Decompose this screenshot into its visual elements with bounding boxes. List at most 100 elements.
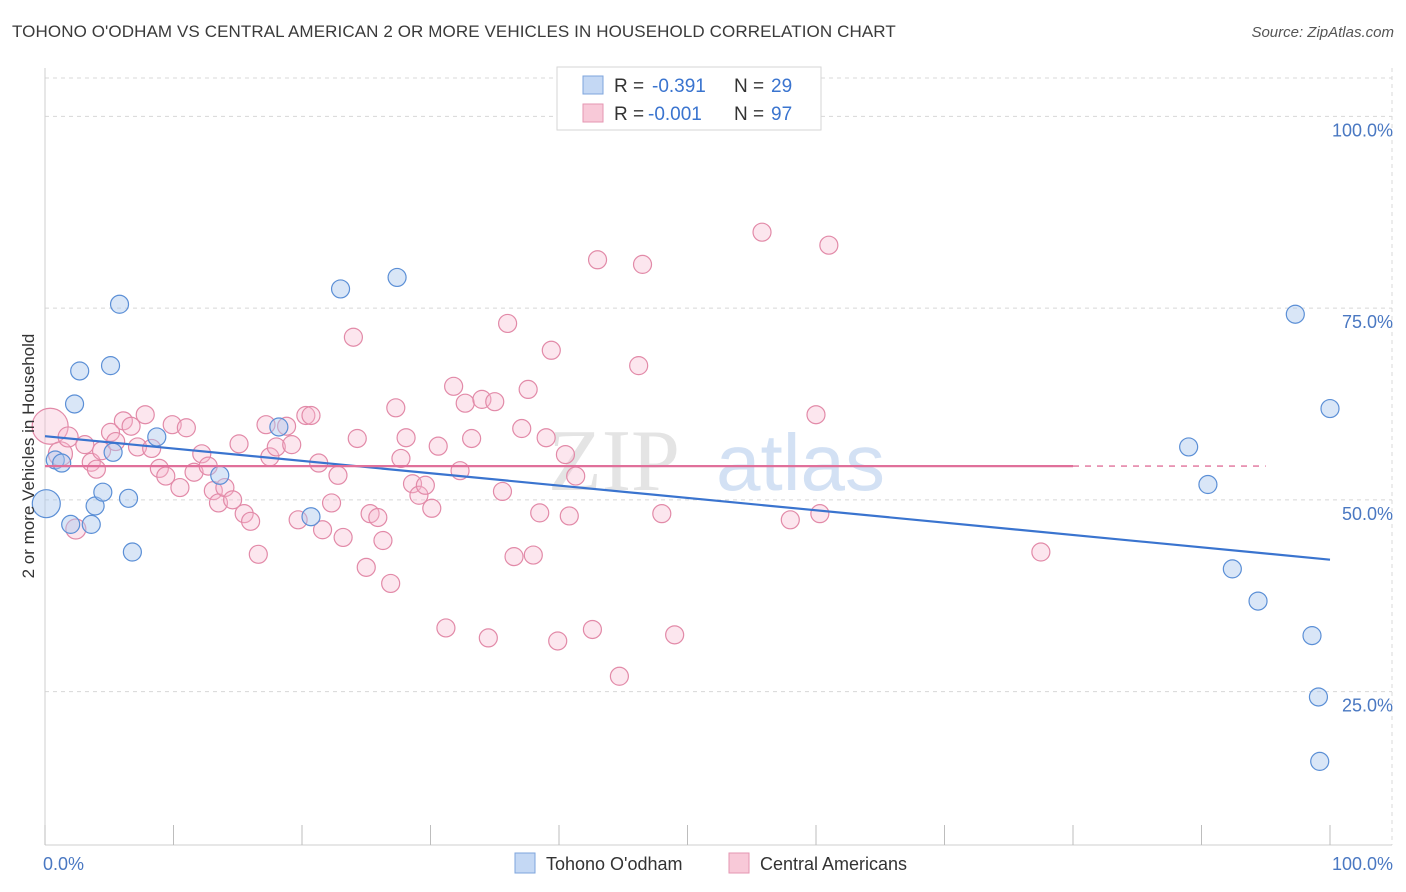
tohono-point-10: [103, 442, 123, 462]
central-american-point-60: [444, 376, 464, 396]
central-americans-points: [31, 222, 1051, 686]
central-american-point-11: [121, 416, 141, 436]
y-tick-label-0: 100.0%: [1332, 120, 1393, 140]
central-american-point-8: [100, 422, 121, 442]
central-american-point-20: [184, 462, 204, 482]
y-axis-title: 2 or more Vehicles in Household: [19, 334, 38, 579]
legend-r-value-2: -0.001: [648, 104, 702, 125]
source-label: Source: ZipAtlas.com: [1251, 24, 1394, 41]
central-american-point-21: [192, 444, 212, 464]
central-american-point-74: [536, 428, 556, 448]
central-american-point-46: [356, 557, 376, 577]
central-american-point-29: [241, 511, 261, 531]
tohono-point-5: [70, 361, 90, 381]
tohono-point-9: [100, 356, 121, 376]
central-american-point-35: [282, 435, 302, 455]
tohono-point-12: [118, 488, 139, 508]
tohono-point-26: [1308, 687, 1329, 707]
central-american-point-72: [523, 545, 543, 565]
central-american-point-18: [170, 477, 190, 498]
tohono-point-27: [1310, 751, 1330, 771]
tohono-point-24: [1285, 304, 1305, 324]
correlation-legend: R = -0.391 N = 29 R = -0.001 N = 97: [556, 66, 822, 131]
tohono-point-8: [93, 482, 113, 502]
legend-n-label-1: N =: [734, 76, 764, 97]
central-american-point-68: [498, 313, 518, 334]
central-american-point-59: [436, 618, 456, 638]
y-tick-labels: 100.0% 75.0% 50.0% 25.0%: [1332, 120, 1393, 715]
central-american-point-52: [391, 448, 411, 469]
central-american-point-78: [559, 506, 579, 526]
central-american-point-49: [373, 530, 393, 551]
central-american-point-26: [223, 490, 243, 510]
legend-n-value-2: 97: [771, 104, 792, 125]
tohono-point-20: [1179, 437, 1199, 457]
central-american-point-66: [485, 392, 505, 412]
central-american-point-73: [530, 503, 550, 523]
central-american-point-86: [665, 625, 685, 645]
central-american-point-71: [518, 379, 538, 400]
legend-swatch-pink: [582, 103, 604, 123]
central-american-point-34: [276, 416, 297, 436]
central-american-point-28: [234, 504, 254, 524]
central-american-point-91: [819, 235, 839, 255]
x-tick-label-left: 0.0%: [43, 854, 84, 874]
y-tick-label-1: 75.0%: [1342, 312, 1393, 332]
central-american-point-87: [752, 222, 772, 242]
watermark: ZIP atlas: [548, 413, 885, 510]
central-american-point-27: [229, 434, 249, 454]
central-american-point-56: [415, 475, 435, 495]
y-tick-label-3: 25.0%: [1342, 696, 1393, 716]
central-american-point-0: [31, 407, 69, 445]
watermark-zip: ZIP: [548, 413, 680, 510]
central-american-point-19: [176, 418, 196, 438]
central-american-point-14: [142, 438, 162, 459]
central-american-point-89: [806, 405, 826, 425]
tohono-point-14: [147, 427, 167, 447]
bottom-legend-swatch-pink: [728, 852, 750, 874]
bottom-legend-label-blue: Tohono O'odham: [546, 854, 683, 874]
central-american-point-44: [343, 327, 363, 347]
chart-title: TOHONO O'ODHAM VS CENTRAL AMERICAN 2 OR …: [12, 22, 896, 41]
legend-n-label-2: N =: [734, 104, 764, 125]
watermark-atlas: atlas: [716, 418, 885, 507]
central-american-point-90: [810, 504, 830, 524]
tohono-point-23: [1248, 591, 1268, 611]
y-tick-label-2: 50.0%: [1342, 504, 1393, 524]
tohono-point-4: [64, 394, 85, 414]
central-american-point-62: [455, 393, 475, 413]
central-american-point-43: [333, 527, 353, 548]
central-american-point-63: [462, 428, 482, 449]
central-american-point-30: [248, 544, 268, 564]
central-american-point-37: [296, 405, 316, 426]
central-american-point-83: [632, 254, 653, 274]
tohono-point-13: [122, 542, 142, 562]
tohono-point-21: [1198, 474, 1218, 495]
central-american-point-25: [215, 477, 235, 498]
central-american-point-51: [386, 398, 406, 418]
tohono-point-15: [210, 465, 230, 485]
central-american-point-57: [422, 498, 442, 518]
tohono-oodham-points: [31, 267, 1340, 771]
central-american-point-80: [582, 619, 603, 640]
central-american-point-53: [396, 428, 416, 448]
tohono-point-18: [330, 279, 351, 299]
central-american-point-33: [266, 437, 286, 457]
x-tick-label-right: 100.0%: [1332, 854, 1393, 874]
central-american-point-70: [512, 418, 532, 439]
central-american-point-48: [368, 507, 388, 528]
central-american-point-75: [541, 340, 561, 360]
tohono-point-2: [52, 453, 72, 473]
central-american-point-45: [347, 428, 367, 449]
tohono-point-25: [1302, 626, 1322, 646]
central-american-point-6: [86, 459, 107, 479]
central-american-point-67: [492, 481, 513, 502]
central-american-point-76: [548, 631, 568, 651]
central-american-point-82: [609, 666, 629, 686]
legend-r-value-1: -0.391: [652, 76, 706, 97]
tohono-trend-line: [44, 435, 1331, 561]
tohono-point-19: [387, 267, 407, 288]
series-legend: Tohono O'odham Central Americans: [514, 852, 907, 874]
central-american-point-79: [566, 466, 586, 486]
tohono-point-28: [1320, 398, 1340, 419]
